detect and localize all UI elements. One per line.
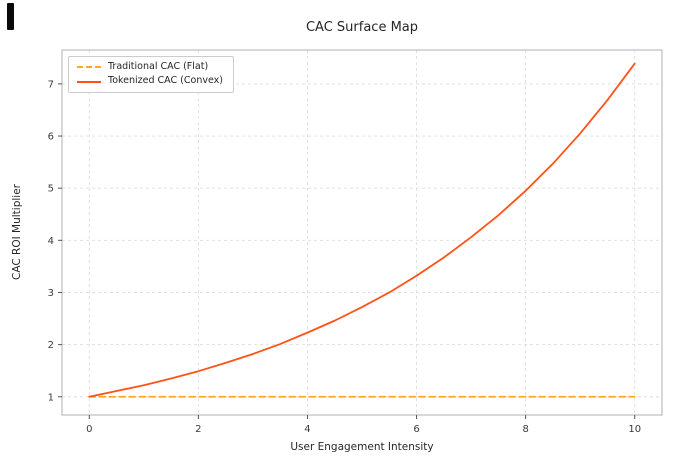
x-tick-label: 2 — [195, 424, 201, 435]
series — [88, 62, 636, 398]
x-tick-label: 6 — [413, 424, 419, 435]
y-tick-label: 2 — [48, 340, 54, 351]
chart-title: CAC Surface Map — [306, 20, 418, 35]
screen-artifact — [7, 3, 14, 30]
x-tick-label: 10 — [628, 424, 641, 435]
gridlines — [62, 50, 662, 415]
y-tick-label: 4 — [48, 236, 54, 247]
plot-frame — [61, 49, 663, 416]
x-axis-label: User Engagement Intensity — [290, 441, 433, 453]
y-tick-label: 1 — [48, 392, 54, 403]
y-tick-label: 7 — [48, 79, 54, 90]
y-tick-label: 3 — [48, 288, 54, 299]
legend-label: Tokenized CAC (Convex) — [108, 75, 223, 87]
y-tick-label: 6 — [48, 132, 54, 143]
plot-border — [61, 49, 663, 416]
series-line-convex — [88, 62, 636, 398]
legend-item-traditional: Traditional CAC (Flat) — [77, 61, 223, 72]
legend-label: Traditional CAC (Flat) — [108, 61, 209, 72]
legend-item-tokenized: Tokenized CAC (Convex) — [77, 75, 223, 87]
x-tick-label: 8 — [522, 424, 528, 435]
x-tick-label: 0 — [86, 424, 92, 435]
legend: Traditional CAC (Flat) Tokenized CAC (Co… — [68, 56, 234, 93]
legend-line-solid — [77, 80, 101, 83]
legend-line-dashed — [77, 66, 101, 69]
x-tick-label: 4 — [304, 424, 310, 435]
y-axis-label: CAC ROI Multiplier — [11, 183, 23, 280]
y-tick-label: 5 — [48, 184, 54, 195]
